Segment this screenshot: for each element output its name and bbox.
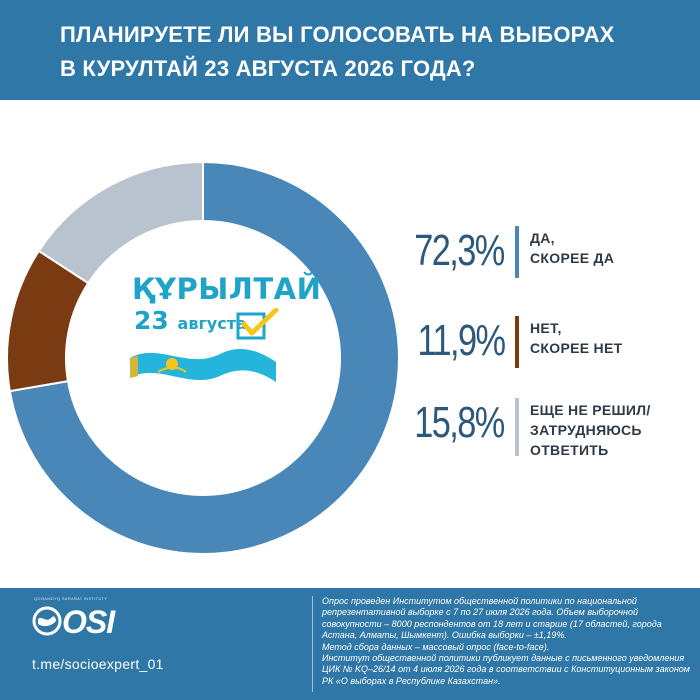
logo-day: 23: [134, 306, 169, 335]
methodology-note-p2: Метод сбора данных – массовый опрос (fac…: [322, 641, 550, 652]
legend-item-undecided: 15,8% ЕЩЕ НЕ РЕШИЛ/ ЗАТРУДНЯЮСЬ ОТВЕТИТЬ: [400, 394, 690, 464]
flag-ribbon-icon: [130, 348, 276, 382]
legend-label-undecided-line1: ЕЩЕ НЕ РЕШИЛ/: [530, 402, 651, 418]
legend-bar-no: [515, 316, 519, 368]
methodology-note: Опрос проведен Институтом общественной п…: [322, 596, 692, 687]
legend-item-no: 11,9% НЕТ, СКОРЕЕ НЕТ: [400, 312, 690, 382]
legend-label-undecided-line3: ОТВЕТИТЬ: [530, 442, 609, 458]
legend-pct-no: 11,9%: [417, 316, 506, 365]
logo-word: ҚҰРЫЛТАЙ: [132, 272, 322, 306]
osi-globe-icon: [32, 606, 62, 636]
legend-label-undecided: ЕЩЕ НЕ РЕШИЛ/ ЗАТРУДНЯЮСЬ ОТВЕТИТЬ: [530, 400, 651, 460]
legend-label-yes-line2: СКОРЕЕ ДА: [530, 250, 615, 266]
legend-label-yes-line1: ДА,: [530, 230, 555, 246]
donut-slice-undecided: [37, 160, 204, 285]
legend-label-yes: ДА, СКОРЕЕ ДА: [530, 228, 614, 268]
osi-institute-name: QOGAMDYQ SARAÑAT INSTITUTY: [34, 596, 108, 601]
footer-divider: [312, 596, 313, 692]
legend-bar-yes: [515, 226, 519, 278]
legend-bar-undecided: [515, 398, 519, 456]
ballot-check-icon: [236, 308, 279, 340]
legend-pct-yes: 72,3%: [414, 226, 505, 275]
header-banner: ПЛАНИРУЕТЕ ЛИ ВЫ ГОЛОСОВАТЬ НА ВЫБОРАХ В…: [0, 0, 700, 100]
logo-month: августа: [177, 314, 247, 333]
legend-pct-undecided: 15,8%: [414, 398, 505, 447]
page-title-line-2: В КУРУЛТАЙ 23 АВГУСТА 2026 ГОДА?: [60, 56, 476, 81]
donut-slice-yes: [8, 160, 400, 555]
legend-label-undecided-line2: ЗАТРУДНЯЮСЬ: [530, 422, 642, 438]
methodology-note-p3: Институт общественной политики публикует…: [322, 653, 690, 686]
legend-item-yes: 72,3% ДА, СКОРЕЕ ДА: [400, 222, 690, 292]
legend-label-no-line2: СКОРЕЕ НЕТ: [530, 340, 623, 356]
logo-date: 23 августа: [134, 306, 247, 335]
footer: QOGAMDYQ SARAÑAT INSTITUTY OSI t.me/soci…: [0, 588, 700, 700]
donut-chart: [6, 160, 400, 555]
page-title-line-1: ПЛАНИРУЕТЕ ЛИ ВЫ ГОЛОСОВАТЬ НА ВЫБОРАХ: [60, 22, 615, 47]
osi-logo-text: OSI: [62, 604, 115, 640]
legend-label-no-line1: НЕТ,: [530, 320, 562, 336]
legend-label-no: НЕТ, СКОРЕЕ НЕТ: [530, 318, 622, 358]
telegram-link[interactable]: t.me/socioexpert_01: [32, 656, 164, 672]
methodology-note-p1: Опрос проведен Институтом общественной п…: [322, 596, 662, 641]
kurultai-logo: ҚҰРЫЛТАЙ 23 августа: [118, 272, 321, 392]
